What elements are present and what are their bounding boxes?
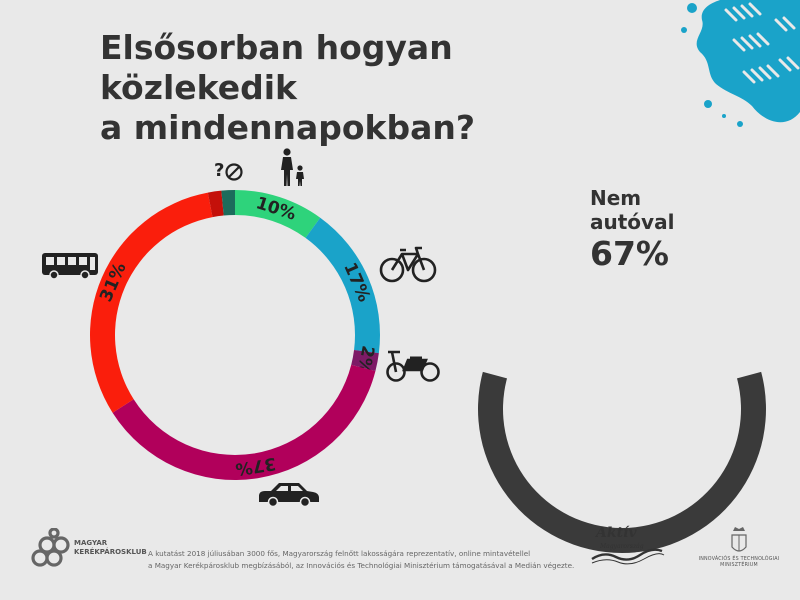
ministry-line-1: INNOVÁCIÓS ÉS TECHNOLÓGIAI [698, 557, 780, 562]
aktiv-swoosh-icon [591, 548, 665, 565]
donut-chart: 10%17%2%37%31% [89, 190, 380, 480]
kerekparosklub-logo-icon [31, 527, 70, 567]
donut-segment-1 [235, 190, 321, 238]
donut-segment-7 [221, 190, 235, 216]
coat-of-arms-icon [731, 527, 747, 552]
aktiv-logo-line-2: Magyarország [600, 543, 644, 550]
title-line-1: Elsősorban hogyan közlekedik [100, 28, 453, 107]
kerekparosklub-logo: MAGYAR KERÉKPÁROSKLUB [30, 527, 150, 570]
chart-title: Elsősorban hogyan közlekedik a mindennap… [100, 28, 620, 148]
question-mark-icon: ? [214, 160, 243, 181]
donut-segment-2 [305, 217, 380, 354]
pedestrian-icon [281, 148, 304, 186]
title-line-2: a mindennapokban? [100, 108, 475, 147]
footnote-line-2: a Magyar Kerékpárosklub megbízásából, az… [148, 561, 575, 570]
svg-text:?: ? [214, 160, 224, 181]
not-by-car-summary: Nem autóval 67% [590, 186, 674, 274]
summary-value: 67% [590, 234, 669, 273]
brand-line-1: MAGYAR [74, 539, 108, 547]
mode-icons: ? [42, 148, 440, 508]
survey-footnote: A kutatást 2018 júliusában 3000 fős, Mag… [148, 548, 588, 572]
bicycle-icon [379, 246, 437, 283]
donut-segment-6 [207, 190, 224, 218]
donut-segment-5 [89, 192, 213, 413]
aktiv-magyarorszag-logo: Aktív Magyarország [588, 525, 668, 575]
footnote-line-1: A kutatást 2018 júliusában 3000 fős, Mag… [148, 549, 531, 558]
summary-label-line-2: autóval [590, 210, 675, 234]
aktiv-logo-line-1: Aktív [596, 525, 637, 541]
half-donut-chart [478, 371, 766, 553]
half-donut-segment [478, 371, 766, 553]
brand-line-2: KERÉKPÁROSKLUB [74, 548, 147, 556]
summary-label-line-1: Nem [590, 186, 642, 210]
donut-segment-3 [351, 350, 379, 372]
donut-segment-4 [112, 364, 376, 480]
bus-icon [42, 253, 98, 280]
ministry-logo: INNOVÁCIÓS ÉS TECHNOLÓGIAI MINISZTÉRIUM [694, 525, 784, 575]
tire-splash-decoration [681, 0, 800, 127]
car-icon [259, 483, 319, 508]
moped-icon [386, 350, 440, 382]
ministry-line-2: MINISZTÉRIUM [720, 563, 758, 568]
